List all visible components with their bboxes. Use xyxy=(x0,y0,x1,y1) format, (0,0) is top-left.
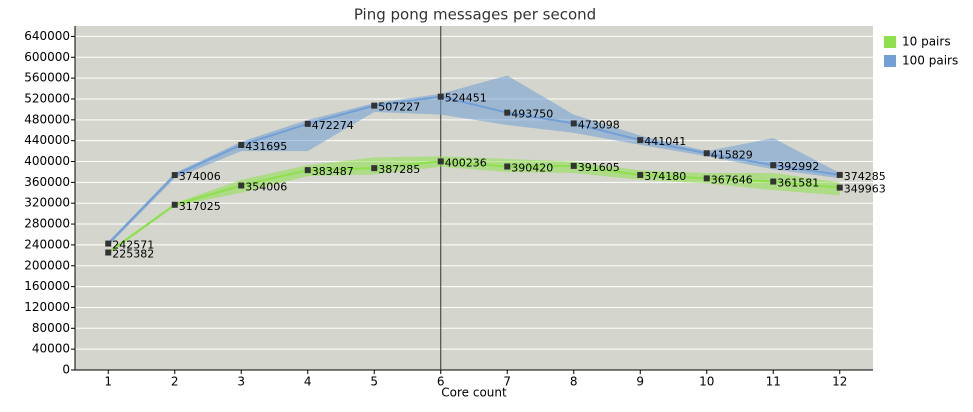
y-tick-label: 440000 xyxy=(24,133,70,147)
value-label: 367646 xyxy=(711,173,753,186)
chart-title: Ping pong messages per second xyxy=(354,6,596,24)
y-tick-label: 240000 xyxy=(24,237,70,251)
y-tick-label: 360000 xyxy=(24,175,70,189)
legend-label: 100 pairs xyxy=(902,54,958,68)
value-label: 374285 xyxy=(844,170,886,183)
marker xyxy=(570,162,577,169)
marker xyxy=(171,172,178,179)
y-tick-label: 640000 xyxy=(24,29,70,43)
value-label: 349963 xyxy=(844,183,886,196)
x-axis-label: Core count xyxy=(441,386,507,400)
marker xyxy=(371,102,378,109)
marker xyxy=(171,201,178,208)
value-label: 387285 xyxy=(378,163,420,176)
value-label: 225382 xyxy=(112,248,154,261)
value-label: 441041 xyxy=(644,135,686,148)
value-label: 431695 xyxy=(245,140,287,153)
value-label: 391605 xyxy=(578,161,620,174)
x-tick-label: 5 xyxy=(370,375,378,389)
x-tick-label: 8 xyxy=(570,375,578,389)
marker xyxy=(570,120,577,127)
value-label: 361581 xyxy=(777,177,819,190)
value-label: 354006 xyxy=(245,180,287,193)
y-tick-label: 320000 xyxy=(24,196,70,210)
y-tick-label: 520000 xyxy=(24,91,70,105)
marker xyxy=(105,249,112,256)
marker xyxy=(770,162,777,169)
marker xyxy=(105,240,112,247)
x-tick-label: 1 xyxy=(104,375,112,389)
x-tick-label: 12 xyxy=(832,375,847,389)
value-label: 317025 xyxy=(179,200,221,213)
value-label: 383487 xyxy=(312,165,354,178)
value-label: 472274 xyxy=(312,119,354,132)
value-label: 473098 xyxy=(578,118,620,131)
marker xyxy=(637,137,644,144)
marker xyxy=(703,150,710,157)
marker xyxy=(770,178,777,185)
value-label: 374180 xyxy=(644,170,686,183)
marker xyxy=(304,167,311,174)
marker xyxy=(238,141,245,148)
x-tick-label: 10 xyxy=(699,375,714,389)
y-tick-label: 80000 xyxy=(32,321,70,335)
y-tick-label: 120000 xyxy=(24,300,70,314)
value-label: 390420 xyxy=(511,162,553,175)
x-tick-label: 9 xyxy=(636,375,644,389)
x-tick-label: 6 xyxy=(437,375,445,389)
marker xyxy=(437,93,444,100)
value-label: 374006 xyxy=(179,170,221,183)
marker xyxy=(504,109,511,116)
value-label: 493750 xyxy=(511,108,553,121)
marker xyxy=(504,163,511,170)
marker xyxy=(836,171,843,178)
marker xyxy=(637,171,644,178)
x-tick-label: 2 xyxy=(171,375,179,389)
legend-swatch xyxy=(884,36,896,48)
marker xyxy=(437,158,444,165)
y-tick-label: 0 xyxy=(62,363,70,377)
legend-swatch xyxy=(884,55,896,67)
marker xyxy=(304,120,311,127)
y-tick-label: 160000 xyxy=(24,279,70,293)
marker xyxy=(238,182,245,189)
value-label: 400236 xyxy=(445,156,487,169)
marker xyxy=(371,165,378,172)
y-tick-label: 40000 xyxy=(32,342,70,356)
x-tick-label: 11 xyxy=(766,375,781,389)
value-label: 415829 xyxy=(711,148,753,161)
y-tick-label: 280000 xyxy=(24,217,70,231)
band xyxy=(108,75,840,246)
x-tick-label: 3 xyxy=(237,375,245,389)
y-tick-label: 560000 xyxy=(24,71,70,85)
y-tick-label: 600000 xyxy=(24,50,70,64)
marker xyxy=(703,175,710,182)
line xyxy=(107,160,840,254)
value-label: 507227 xyxy=(378,101,420,114)
line xyxy=(107,95,840,245)
value-label: 242571 xyxy=(112,239,154,252)
value-label: 524451 xyxy=(445,92,487,105)
y-tick-label: 400000 xyxy=(24,154,70,168)
marker xyxy=(836,184,843,191)
x-tick-label: 7 xyxy=(503,375,511,389)
x-tick-label: 4 xyxy=(304,375,312,389)
legend-label: 10 pairs xyxy=(902,35,951,49)
value-label: 392992 xyxy=(777,160,819,173)
y-tick-label: 200000 xyxy=(24,258,70,272)
y-tick-label: 480000 xyxy=(24,112,70,126)
